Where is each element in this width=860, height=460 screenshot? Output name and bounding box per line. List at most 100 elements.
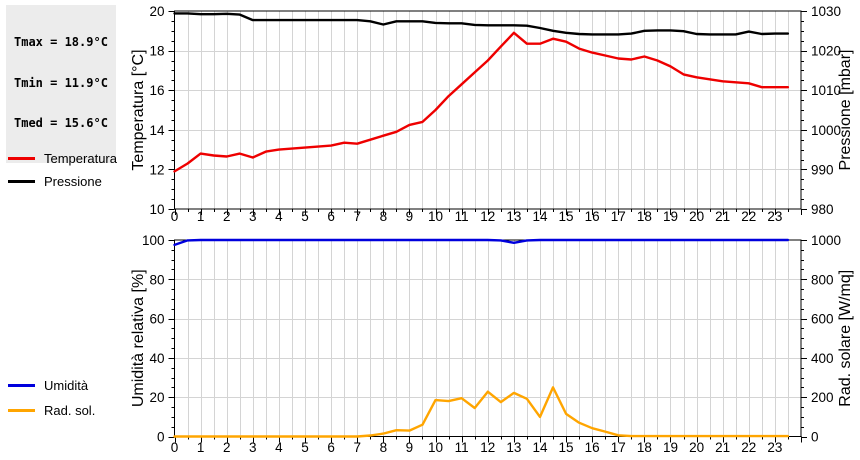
svg-text:17: 17 [611, 209, 626, 224]
bottom-chart-legend: Umidità Rad. sol. [8, 377, 95, 427]
svg-text:40: 40 [149, 351, 164, 366]
svg-text:8: 8 [380, 209, 388, 224]
svg-text:12: 12 [480, 440, 495, 455]
humidity-radiation-chart: 0 1 2 3 4 5 6 7 8 9 10 11 12 13 14 15 16 17 18 19 20 21 22 2302… [130, 233, 854, 455]
svg-text:1030: 1030 [811, 4, 841, 19]
tmed-value: Tmed = 15.6°C [14, 116, 108, 130]
svg-text:10: 10 [428, 209, 443, 224]
svg-text:1020: 1020 [811, 44, 841, 59]
svg-text:14: 14 [149, 123, 165, 138]
svg-text:1000: 1000 [811, 123, 841, 138]
svg-text:12: 12 [480, 209, 495, 224]
svg-text:18: 18 [149, 44, 164, 59]
humidity-radiation-frame [173, 239, 802, 438]
radiation-line-swatch [8, 408, 35, 412]
legend-label-pressione: Pressione [44, 173, 102, 189]
svg-text:5: 5 [301, 209, 309, 224]
svg-text:4: 4 [275, 209, 283, 224]
legend-label-rad-sol: Rad. sol. [44, 402, 96, 418]
svg-text:9: 9 [406, 209, 414, 224]
svg-text:23: 23 [767, 440, 782, 455]
humidity-radiation-right-tick-labels: 0 200 400 600 800 1000 [811, 233, 841, 445]
series-pressione [173, 12, 790, 36]
svg-text:11: 11 [455, 440, 469, 455]
svg-text:19: 19 [663, 209, 678, 224]
pressure-line-swatch [8, 179, 35, 183]
svg-text:800: 800 [811, 272, 834, 287]
humidity-radiation-ticks [168, 240, 807, 443]
svg-text:17: 17 [611, 440, 626, 455]
svg-text:3: 3 [249, 209, 257, 224]
humidity-radiation-right-axis-title: Rad. solare [W/mq] [837, 270, 854, 407]
svg-text:1010: 1010 [811, 83, 841, 98]
svg-text:0: 0 [171, 440, 179, 455]
humidity-radiation-left-tick-labels: 0 20 40 60 80 100 [142, 233, 165, 445]
svg-text:20: 20 [689, 209, 704, 224]
legend-item-umidita: Umidità [8, 377, 95, 393]
svg-text:10: 10 [428, 440, 443, 455]
svg-text:2: 2 [223, 440, 231, 455]
temperature-pressure-frame [173, 10, 802, 210]
svg-text:1000: 1000 [811, 233, 841, 248]
temperature-pressure-left-tick-labels: 10 12 14 16 18 20 [149, 4, 165, 217]
svg-text:22: 22 [741, 209, 756, 224]
temperature-line-swatch [8, 156, 35, 160]
humidity-radiation-grid [174, 240, 801, 437]
svg-text:0: 0 [157, 430, 165, 445]
svg-text:0: 0 [171, 209, 179, 224]
legend-item-rad-sol: Rad. sol. [8, 402, 95, 418]
svg-text:20: 20 [689, 440, 704, 455]
svg-text:23: 23 [767, 209, 782, 224]
svg-text:8: 8 [380, 440, 388, 455]
temperature-pressure-grid [174, 11, 801, 209]
svg-text:0: 0 [811, 430, 819, 445]
humidity-radiation-left-axis-title: Umidità relativa [%] [130, 269, 147, 407]
svg-text:6: 6 [327, 209, 335, 224]
svg-text:1: 1 [197, 440, 205, 455]
legend-label-temperatura: Temperatura [44, 150, 117, 166]
svg-text:22: 22 [741, 440, 756, 455]
legend-label-umidita: Umidità [44, 377, 89, 393]
svg-text:16: 16 [149, 83, 164, 98]
svg-text:15: 15 [559, 440, 574, 455]
svg-text:80: 80 [149, 272, 164, 287]
svg-text:11: 11 [455, 209, 469, 224]
svg-text:18: 18 [637, 209, 652, 224]
temperature-pressure-x-tick-labels: 0 1 2 3 4 5 6 7 8 9 10 11 12 13 14 15 16 17 18 19 20 21 22 23 [171, 209, 783, 224]
svg-text:7: 7 [353, 209, 361, 224]
svg-text:6: 6 [327, 440, 335, 455]
legend-item-pressione: Pressione [8, 173, 117, 189]
humidity-line-swatch [8, 383, 35, 387]
svg-text:200: 200 [811, 390, 834, 405]
svg-text:19: 19 [663, 440, 678, 455]
svg-text:1: 1 [197, 209, 205, 224]
svg-text:13: 13 [506, 209, 521, 224]
legend-item-temperatura: Temperatura [8, 150, 117, 166]
svg-text:5: 5 [301, 440, 309, 455]
svg-text:20: 20 [149, 4, 164, 19]
temperature-pressure-chart: 0 1 2 3 4 5 6 7 8 9 10 11 12 13 14 15 16 17 18 19 20 21 22 2310… [130, 4, 854, 224]
svg-text:990: 990 [811, 162, 834, 177]
temperature-pressure-right-axis-title: Pressione [mbar] [837, 50, 854, 171]
svg-text:20: 20 [149, 390, 164, 405]
svg-text:21: 21 [715, 209, 730, 224]
temperature-stats-box: Tmax = 18.9°C Tmin = 11.9°C Tmed = 15.6°… [6, 5, 116, 163]
top-chart-legend: Temperatura Pressione [8, 150, 117, 196]
svg-text:3: 3 [249, 440, 257, 455]
svg-text:2: 2 [223, 209, 231, 224]
svg-text:400: 400 [811, 351, 834, 366]
svg-text:21: 21 [715, 440, 730, 455]
temperature-pressure-right-tick-labels: 980 990 1000 1010 1020 1030 [811, 4, 841, 217]
temperature-pressure-ticks [168, 11, 807, 215]
svg-text:9: 9 [406, 440, 414, 455]
series-rad-sol- [173, 386, 790, 438]
tmax-value: Tmax = 18.9°C [14, 35, 108, 49]
series-umidit- [173, 238, 790, 247]
svg-text:12: 12 [149, 162, 164, 177]
series-temperatura [173, 31, 790, 173]
svg-text:7: 7 [353, 440, 361, 455]
svg-text:13: 13 [506, 440, 521, 455]
svg-text:14: 14 [532, 440, 548, 455]
